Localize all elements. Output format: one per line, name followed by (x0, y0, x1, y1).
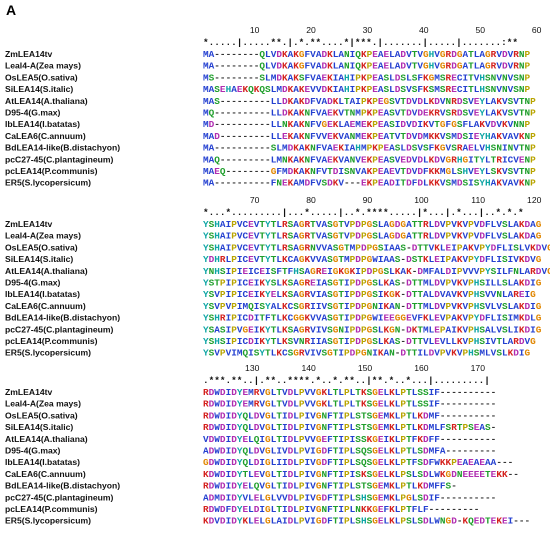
ruler-number: 40 (419, 25, 429, 35)
sequence: YSVPIPICEIKYELKSAGRVIASGTIPDPGSIKGK-DTTA… (203, 289, 536, 300)
ruler-number: 80 (306, 195, 316, 205)
sequence-name: Leal4-A(Zea mays) (5, 399, 81, 409)
sequence: ADMDIDYVLELGLVVDLPIVGDFTIPLSHSGEMKLPGLSD… (203, 492, 496, 503)
sequence-name: BdLEA14-like(B.distachyon) (5, 143, 120, 153)
sequence-name: pcC27-45(C.plantagineum) (5, 324, 114, 334)
sequence-name: D95-4(G.max) (5, 108, 61, 118)
sequence: MAS---------LLDKAKDFVADKLTAIPKPEGSVTDVDL… (203, 96, 536, 107)
ruler-number: 60 (532, 25, 542, 35)
sequence: YSHSIPICDIKYTLKSVNRIIASGTIPDPGSLKAS-DTTV… (203, 336, 536, 347)
ruler-number: 110 (471, 195, 485, 205)
sequence: YSVPVIMQISYTLKCSGRVIVSGTIPDPGNIKAN-DTTIL… (203, 348, 531, 359)
sequence: MA--------QLVDKAKGFVADKLANIQKPEAELADVTVG… (203, 49, 531, 60)
ruler-number: 30 (363, 25, 373, 35)
sequence-name: pcLEA14(P.communis) (5, 336, 98, 346)
ruler-number: 20 (306, 25, 316, 35)
sequence-name: IbLEA14(I.batatas) (5, 289, 80, 299)
sequence: MQ----------LLDKAKNFVAEKVTNMPKPEASVTDVDE… (203, 108, 536, 119)
sequence: ADWDIDYQLDVGLIVDLPVIGDFTIPLSQSGELKLPTLSD… (203, 446, 496, 457)
sequence: RDWDIDYEMRVGLTVDLPVVGKLTLPLTKSGELKLPTLSS… (203, 399, 496, 410)
sequence: MAEQ--------GFMDKAKNFVTDISNVAKPEAEVTDVDF… (203, 166, 536, 177)
sequence: GDWDIDYQLDIGLIIDLPIVGDFTIPLSQSGELKLPTFSD… (203, 457, 513, 468)
sequence-name: SiLEA14(S.italic) (5, 422, 73, 432)
ruler-number: 170 (471, 363, 486, 373)
ruler-number: 100 (414, 195, 429, 205)
sequence-name: AtLEA14(A.thaliana) (5, 434, 88, 444)
ruler-number: 70 (250, 195, 260, 205)
sequence-name: CaLEA6(C.annuum) (5, 131, 86, 141)
sequence: MD----------LLNKAKNFVGEKLAEMEKPEASIDVDIK… (203, 119, 531, 130)
ruler-number: 120 (527, 195, 542, 205)
sequence: KDWDIDYTLEVGLTIDLPIVGNFTIPISKSGELKLPSLSD… (203, 469, 519, 480)
sequence: MA--------QLVDKAKGFVADKLANIQKPEAELADVTVG… (203, 61, 531, 72)
sequence: KDVDIDYKLELGLAIDLPVIGDFTIPLSHSGELKLPSLSD… (203, 516, 530, 527)
sequence-name: pcC27-45(C.plantagineum) (5, 154, 114, 164)
sequence-name: IbLEA14(I.batatas) (5, 457, 80, 467)
sequence: MAD---------LLEKAKNFVVEKVANMEKPEATVTDVDM… (203, 131, 536, 142)
sequence-name: OsLEA5(O.sativa) (5, 242, 78, 252)
panel-label: A (6, 2, 16, 18)
sequence-name: pcLEA14(P.communis) (5, 166, 98, 176)
sequence-name: OsLEA5(O.sativa) (5, 72, 78, 82)
sequence: YSHRIPICDITFTLKCGGKVVASGTIPDPGWIEEGGEVFK… (203, 313, 542, 324)
sequence-name: D95-4(G.max) (5, 446, 61, 456)
sequence-name: ZmLEA14tv (5, 49, 52, 59)
sequence: YSHAIPVCEVTYTLRSAGRTVASGTVPDPGSLAGDGATTR… (203, 219, 542, 230)
sequence: MA----------SLMDKAKNFVAEKIAHMPKPEASLDSVS… (203, 143, 536, 154)
sequence-name: ZmLEA14tv (5, 387, 52, 397)
conservation-line: *.....|.....**.|.*.**....*|***.|.......|… (203, 37, 518, 48)
sequence-name: pcLEA14(P.communis) (5, 504, 98, 514)
sequence-name: SiLEA14(S.italic) (5, 254, 73, 264)
ruler-number: 160 (414, 363, 429, 373)
sequence: YNHSIPIEICEISFTFHSAGREIGKGKIPDPGSLKAK-DM… (203, 266, 550, 277)
sequence: RDWDIDYQLDVGLTIDLPIVGNFTIPLSTSGEMKLPTLKD… (203, 422, 496, 433)
sequence-name: Leal4-A(Zea mays) (5, 61, 81, 71)
sequence-name: ZmLEA14tv (5, 219, 52, 229)
sequence: MASEHAEKQKQSLMDKAKEVVDKIAHIPKPEASLDSVSFK… (203, 84, 531, 95)
sequence: YSASIPVGEIKYTLKSAGRVIVSGNIPDPGSLKGN-DKTM… (203, 324, 542, 335)
ruler-number: 90 (363, 195, 373, 205)
sequence-name: BdLEA14-like(B.distachyon) (5, 481, 120, 491)
sequence: YSVPVPIMQISYALKCSGRIIVSGTIPDPGNIKAN-DTTM… (203, 301, 542, 312)
sequence: RDWDIDYQLDVGLTIDLPIVGNFTIPLSTSGEMKLPTLKD… (203, 410, 496, 421)
sequence-name: pcC27-45(C.plantagineum) (5, 492, 114, 502)
sequence: YSTPIPICEIKYSLKSAGREIASGTIPDPGSLKAS-DTTM… (203, 278, 542, 289)
sequence: MA----------FNEKAMDFVSDKV---EKPEADITDFDL… (203, 178, 536, 189)
sequence: YDHRLPICEVTYTLKCAGKVVASGTMPDPGWIAAS-DSTK… (203, 254, 542, 265)
conservation-line: *...*.........|...*.....|..*.****.....|*… (203, 207, 524, 218)
sequence-name: ER5(S.lycopersicum) (5, 516, 91, 526)
sequence-name: SiLEA14(S.italic) (5, 84, 73, 94)
ruler-number: 10 (250, 25, 260, 35)
sequence-name: AtLEA14(A.thaliana) (5, 266, 88, 276)
sequence-name: ER5(S.lycopersicum) (5, 348, 91, 358)
conservation-line: .***.**..|.**..****.*..*.**..|**.*..*...… (203, 375, 490, 386)
ruler-number: 130 (245, 363, 260, 373)
sequence-name: IbLEA14(I.batatas) (5, 119, 80, 129)
sequence-name: Leal4-A(Zea mays) (5, 231, 81, 241)
sequence: RDWDIDYEMRVGLTVDLPVVGKLTLPLTKSGELKLPTLSS… (203, 387, 496, 398)
sequence: RDWDIDYELQVGLTIDLPIVGNFTIPLSTSGEMKLPTLKD… (203, 481, 457, 492)
sequence-name: D95-4(G.max) (5, 278, 61, 288)
sequence: MS--------SLMDKAKSFVAEKIAHIPKPEASLDSLSFK… (203, 72, 531, 83)
sequence-name: CaLEA6(C.annuum) (5, 301, 86, 311)
ruler-number: 150 (358, 363, 373, 373)
sequence: YSHAIPVCEVTYTLRSAGRTVASGTVPDPGSLAGDGATTR… (203, 231, 542, 242)
sequence-name: OsLEA5(O.sativa) (5, 410, 78, 420)
ruler-number: 140 (301, 363, 316, 373)
sequence-name: ER5(S.lycopersicum) (5, 178, 91, 188)
sequence-name: BdLEA14-like(B.distachyon) (5, 313, 120, 323)
sequence: MAQ---------LMNKAKNFVAEKVANVEKPEASVEDVDL… (203, 154, 536, 165)
sequence: VDWDIDYELQIGLTIDLPVVGEFTIPISSKGEIKLPTFKD… (203, 434, 496, 445)
sequence-name: AtLEA14(A.thaliana) (5, 96, 88, 106)
sequence: YSHAIPVCEVTYTLRSAGRNVVASGTMPDPGSIAAS-DTT… (203, 242, 550, 253)
sequence: RDWDFDYELDIGLTIDLPIVGNFTIPLNKKGEFKLPTFLF… (203, 504, 479, 515)
ruler-number: 50 (475, 25, 485, 35)
sequence-name: CaLEA6(C.annuum) (5, 469, 86, 479)
